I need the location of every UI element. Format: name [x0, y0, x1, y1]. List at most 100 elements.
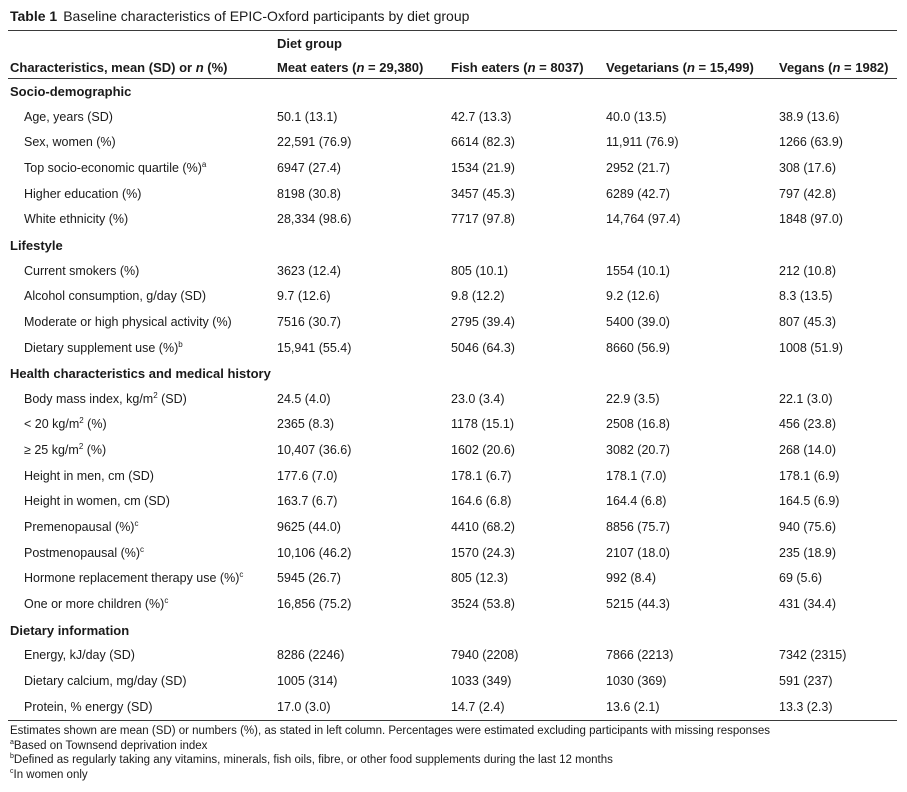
table-cell: 9.7 (12.6) [277, 289, 331, 304]
table-cell: 8198 (30.8) [277, 186, 341, 201]
table-cell: 1008 (51.9) [779, 340, 843, 355]
table-cell: 15,941 (55.4) [277, 340, 352, 355]
table-cell: 807 (45.3) [779, 314, 836, 329]
table-cell: 3457 (45.3) [451, 186, 515, 201]
table-row: Protein, % energy (SD) 17.0 (3.0) 14.7 (2.… [0, 700, 907, 725]
table-cell: 3524 (53.8) [451, 597, 515, 611]
table-cell: 6947 (27.4) [277, 160, 341, 175]
stub-header: Characteristics, mean (SD) or n (%) [10, 60, 228, 75]
table-cell: 22.1 (3.0) [779, 391, 833, 406]
table-cell: 431 (34.4) [779, 597, 836, 611]
table-cell: 13.3 (2.3) [779, 699, 833, 714]
table-cell: 178.1 (6.9) [779, 468, 840, 483]
table-cell: 163.7 (6.7) [277, 494, 338, 509]
table-cell: 7717 (97.8) [451, 212, 515, 227]
table-cell: 7516 (30.7) [277, 314, 341, 329]
table-cell: 591 (237) [779, 673, 833, 688]
table-cell: 14,764 (97.4) [606, 212, 681, 227]
table-row: Body mass index, kg/m2 (SD) 24.5 (4.0) 23.… [0, 391, 907, 417]
table-row: Sex, women (%) 22,591 (76.9) 6614 (82.3) 11… [0, 135, 907, 160]
row-label: Higher education (%) [24, 186, 142, 201]
table-row: Dietary calcium, mg/day (SD) 1005 (314) 10… [0, 674, 907, 699]
table-cell: 10,106 (46.2) [277, 545, 352, 560]
table-cell: 212 (10.8) [779, 263, 836, 278]
footnote: cIn women only [10, 767, 88, 781]
table-cell: 797 (42.8) [779, 186, 836, 201]
row-label: One or more children (%)c [24, 595, 169, 611]
table-cell: 1178 (15.1) [451, 417, 515, 432]
row-label: Alcohol consumption, g/day (SD) [24, 289, 207, 304]
table-row: Higher education (%) 8198 (30.8) 3457 (45.… [0, 187, 907, 212]
table-cell: 1534 (21.9) [451, 160, 515, 175]
table-cell: 24.5 (4.0) [277, 391, 331, 406]
table-cell: 805 (10.1) [451, 263, 508, 278]
row-label: Height in men, cm (SD) [24, 468, 154, 483]
row-label: Top socio-economic quartile (%)a [24, 159, 207, 175]
section-heading: Socio-demographic [10, 84, 132, 99]
top-rule [8, 30, 897, 31]
column-header-fish-eaters: Fish eaters (n = 8037) [451, 60, 584, 75]
table-cell: 7342 (2315) [779, 648, 847, 663]
row-label: Age, years (SD) [24, 109, 113, 124]
table-cell: 9625 (44.0) [277, 520, 341, 535]
table-cell: 5400 (39.0) [606, 314, 670, 329]
row-label: ≥ 25 kg/m2 (%) [24, 441, 107, 458]
row-label: Hormone replacement therapy use (%)c [24, 570, 244, 586]
table-cell: 7940 (2208) [451, 648, 519, 663]
table-cell: 1030 (369) [606, 673, 667, 688]
table-cell: 8286 (2246) [277, 648, 345, 663]
table-cell: 177.6 (7.0) [277, 468, 338, 483]
table-row: Energy, kJ/day (SD) 8286 (2246) 7940 (2208… [0, 648, 907, 673]
table-row: Height in women, cm (SD) 163.7 (6.7) 164.6… [0, 494, 907, 519]
table-row: Postmenopausal (%)c 10,106 (46.2) 1570 (24… [0, 545, 907, 571]
table-cell: 6289 (42.7) [606, 186, 670, 201]
row-label: Sex, women (%) [24, 135, 116, 150]
table-cell: 14.7 (2.4) [451, 699, 505, 714]
table-cell: 16,856 (75.2) [277, 597, 352, 611]
section-heading: Dietary information [10, 622, 130, 638]
table-cell: 8.3 (13.5) [779, 289, 833, 304]
table-row: Alcohol consumption, g/day (SD) 9.7 (12.6… [0, 289, 907, 314]
table-cell: 7866 (2213) [606, 648, 674, 663]
table-row: Age, years (SD) 50.1 (13.1) 42.7 (13.3) 40.… [0, 110, 907, 135]
section-heading: Lifestyle [10, 237, 63, 253]
table-cell: 6614 (82.3) [451, 135, 515, 150]
section-heading: Health characteristics and medical histo… [10, 366, 271, 382]
table-cell: 1570 (24.3) [451, 545, 515, 560]
section-row: Socio-demographic [0, 84, 907, 109]
table-cell: 268 (14.0) [779, 443, 836, 458]
table-row: Height in men, cm (SD) 177.6 (7.0) 178.1 (… [0, 469, 907, 494]
table-row: < 20 kg/m2 (%) 2365 (8.3) 1178 (15.1) 2508 … [0, 417, 907, 442]
section-row: Lifestyle [0, 238, 907, 263]
table-cell: 235 (18.9) [779, 545, 836, 560]
table-row: Current smokers (%) 3623 (12.4) 805 (10.1)… [0, 264, 907, 289]
footnote: bDefined as regularly taking any vitamin… [10, 753, 613, 766]
table-cell: 1602 (20.6) [451, 443, 515, 458]
table-cell: 5215 (44.3) [606, 597, 670, 611]
table-cell: 50.1 (13.1) [277, 109, 338, 124]
table-row: Hormone replacement therapy use (%)c 5945… [0, 571, 907, 596]
table-row: White ethnicity (%) 28,334 (98.6) 7717 (97… [0, 212, 907, 237]
table-cell: 805 (12.3) [451, 571, 508, 586]
table-cell: 164.4 (6.8) [606, 494, 667, 509]
table-cell: 2508 (16.8) [606, 417, 670, 432]
table-cell: 38.9 (13.6) [779, 109, 840, 124]
section-row: Dietary information [0, 623, 907, 648]
table-cell: 1033 (349) [451, 673, 512, 688]
table-cell: 2107 (18.0) [606, 545, 670, 560]
table-number: Table 1 [10, 8, 58, 24]
table-cell: 2952 (21.7) [606, 160, 670, 175]
footnote: Estimates shown are mean (SD) or numbers… [10, 725, 770, 737]
row-label: White ethnicity (%) [24, 212, 129, 227]
table-caption: Table 1 Baseline characteristics of EPIC-… [10, 8, 469, 24]
table-cell: 1005 (314) [277, 673, 338, 688]
header-rule [8, 78, 897, 79]
table-cell: 11,911 (76.9) [606, 135, 679, 150]
table-cell: 178.1 (7.0) [606, 468, 667, 483]
table-cell: 42.7 (13.3) [451, 109, 512, 124]
table-cell: 28,334 (98.6) [277, 212, 352, 227]
table-cell: 992 (8.4) [606, 571, 657, 586]
table-cell: 17.0 (3.0) [277, 699, 331, 714]
table-cell: 8660 (56.9) [606, 340, 670, 355]
table-cell: 1554 (10.1) [606, 263, 670, 278]
